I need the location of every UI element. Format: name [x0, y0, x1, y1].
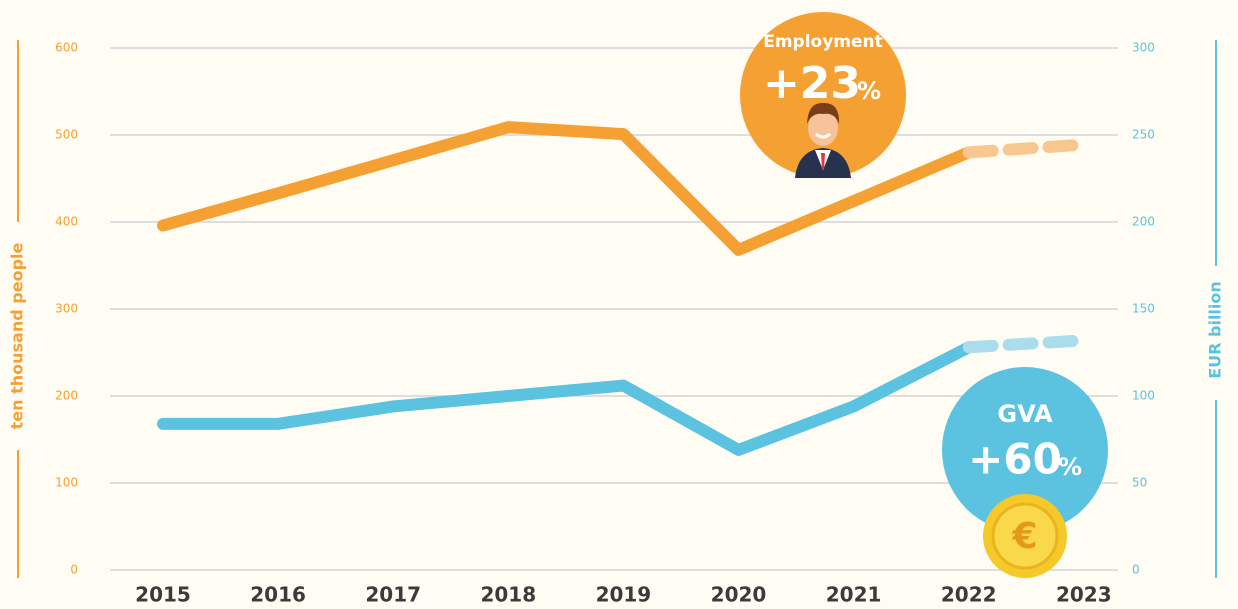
- projection-line: [969, 145, 1084, 153]
- y-tick-label: 500: [55, 128, 78, 142]
- badge-title: GVA: [997, 400, 1053, 428]
- y2-tick-label: 50: [1132, 476, 1147, 490]
- y2-axis-title: EUR billion: [1206, 281, 1225, 379]
- x-tick-label: 2018: [480, 583, 536, 607]
- x-tick-label: 2020: [711, 583, 767, 607]
- badge-change: +23: [763, 58, 861, 109]
- y-tick-label: 400: [55, 215, 78, 229]
- chart: ten thousand people EUR billion 0 100 200 3…: [0, 0, 1238, 609]
- y2-tick-label: 150: [1132, 302, 1155, 316]
- x-tick-label: 2023: [1056, 583, 1112, 607]
- x-tick-label: 2017: [365, 583, 421, 607]
- y2-tick-label: 0: [1132, 563, 1140, 577]
- y-tick-label: 0: [70, 563, 78, 577]
- badge-unit: %: [1058, 453, 1082, 481]
- y-tick-label: 200: [55, 389, 78, 403]
- lines: [163, 127, 1084, 450]
- badge-unit: %: [857, 77, 881, 105]
- employment-badge: Employment +23 %: [740, 12, 906, 178]
- x-tick-label: 2021: [826, 583, 882, 607]
- y-axis-title: ten thousand people: [8, 243, 27, 430]
- y2-tick-label: 300: [1132, 41, 1155, 55]
- x-tick-label: 2015: [135, 583, 191, 607]
- badge-change: +60: [968, 435, 1062, 484]
- y2-tick-label: 250: [1132, 128, 1155, 142]
- y2-tick-label: 200: [1132, 215, 1155, 229]
- y-tick-label: 300: [55, 302, 78, 316]
- series-line: [163, 347, 969, 450]
- y-tick-label: 100: [55, 476, 78, 490]
- x-tick-label: 2022: [941, 583, 997, 607]
- gva-badge: GVA +60 % €: [942, 367, 1108, 578]
- badge-title: Employment: [763, 32, 883, 52]
- x-tick-label: 2019: [596, 583, 652, 607]
- x-tick-label: 2016: [250, 583, 306, 607]
- projection-line: [969, 340, 1084, 347]
- y-tick-label: 600: [55, 41, 78, 55]
- coin-symbol: €: [1011, 516, 1037, 557]
- y2-tick-label: 100: [1132, 389, 1155, 403]
